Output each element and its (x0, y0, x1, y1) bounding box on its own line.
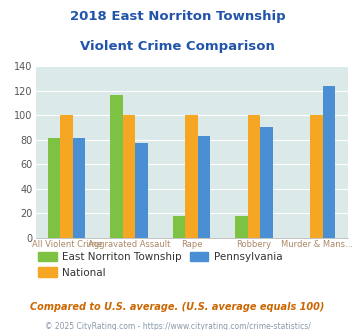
Text: Violent Crime Comparison: Violent Crime Comparison (80, 40, 275, 52)
Bar (110, 95, 123, 238)
Bar (60, 115, 73, 238)
Legend: East Norriton Township, National, Pennsylvania: East Norriton Township, National, Pennsy… (34, 248, 286, 282)
Bar (323, 85, 335, 238)
Bar (136, 143, 148, 238)
Bar (48, 138, 60, 238)
Text: 2018 East Norriton Township: 2018 East Norriton Township (70, 10, 285, 23)
Bar (235, 215, 248, 238)
Bar (198, 136, 211, 238)
Bar (261, 127, 273, 238)
Text: Compared to U.S. average. (U.S. average equals 100): Compared to U.S. average. (U.S. average … (30, 302, 325, 312)
Bar (248, 115, 261, 238)
Bar (185, 115, 198, 238)
Bar (310, 115, 323, 238)
Bar (73, 138, 86, 238)
Bar (123, 115, 136, 238)
Text: © 2025 CityRating.com - https://www.cityrating.com/crime-statistics/: © 2025 CityRating.com - https://www.city… (45, 322, 310, 330)
Bar (173, 215, 185, 238)
